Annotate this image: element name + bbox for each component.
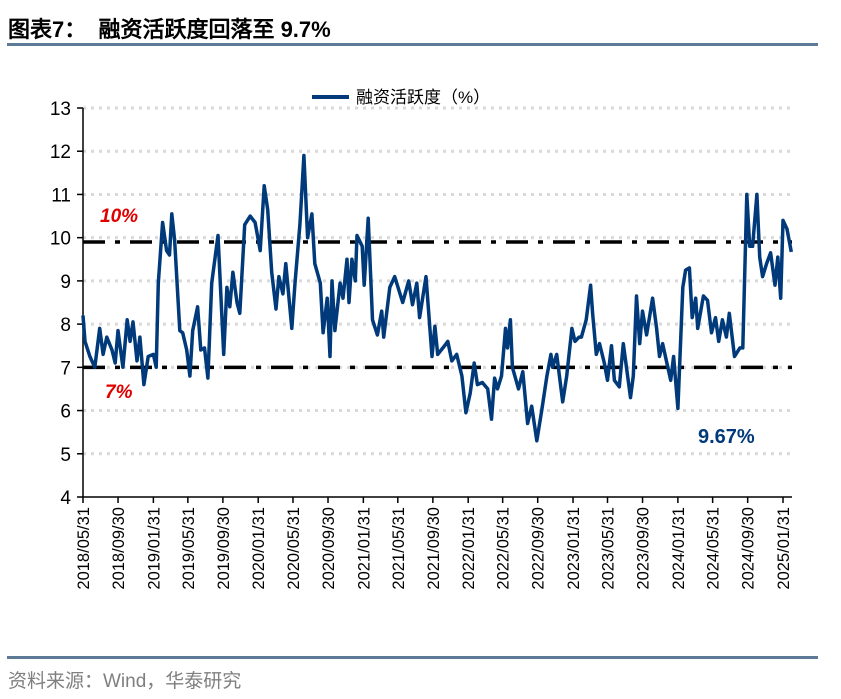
series-line-financing-activity [81,153,794,443]
y-tick-label: 13 [50,99,71,120]
x-tick-label: 2021/09/30 [425,507,443,590]
x-tick-label: 2024/01/31 [670,507,688,590]
x-axis: 2018/05/31 2018/09/30 2019/01/31 2019/05/31… [75,496,793,590]
x-tick-label: 2020/05/31 [285,507,303,590]
y-tick-label: 12 [50,142,71,163]
x-tick-label: 2021/01/31 [355,507,373,590]
x-tick-label: 2024/05/31 [705,507,723,590]
x-tick-label: 2024/09/30 [740,507,758,590]
y-tick-label: 10 [50,229,71,250]
x-tick-label: 2023/09/30 [635,507,653,590]
x-tick-label: 2019/05/31 [180,507,198,590]
x-tick-label: 2020/09/30 [320,507,338,590]
x-tick-label: 2022/01/31 [460,507,478,590]
latest-value-annotation: 9.67% [698,426,755,448]
gridlines [83,106,792,456]
y-tick-label: 8 [60,315,71,336]
x-tick-label: 2022/09/30 [530,507,548,590]
figure-title: 图表7： 融资活跃度回落至 9.7% [8,17,331,42]
y-tick-label: 11 [51,185,71,206]
y-tick-label: 7 [60,358,71,379]
x-tick-label: 2023/05/31 [599,507,617,590]
ref-label-7: 7% [105,382,133,403]
x-tick-label: 2025/01/31 [775,507,793,590]
y-tick-label: 6 [60,402,71,423]
y-tick-label: 4 [60,488,71,509]
title-rule [7,43,818,46]
y-tick-label: 9 [60,272,71,293]
y-axis: 4 5 6 7 8 9 10 11 12 13 [50,99,84,509]
x-tick-label: 2021/05/31 [390,507,408,590]
x-tick-label: 2018/05/31 [75,507,93,590]
x-tick-label: 2018/09/30 [110,507,128,590]
ref-label-10: 10% [100,206,138,227]
source-note: 资料来源：Wind，华泰研究 [8,671,242,692]
legend-label: 融资活跃度（%） [356,88,490,107]
x-tick-label: 2019/01/31 [145,507,163,590]
x-tick-label: 2023/01/31 [565,507,583,590]
y-tick-label: 5 [60,445,71,466]
footer-rule [7,656,818,659]
legend: 融资活跃度（%） [312,88,490,107]
series-points [82,155,792,441]
x-tick-label: 2020/01/31 [250,507,268,590]
x-tick-label: 2022/05/31 [495,507,513,590]
x-tick-label: 2019/09/30 [215,507,233,590]
